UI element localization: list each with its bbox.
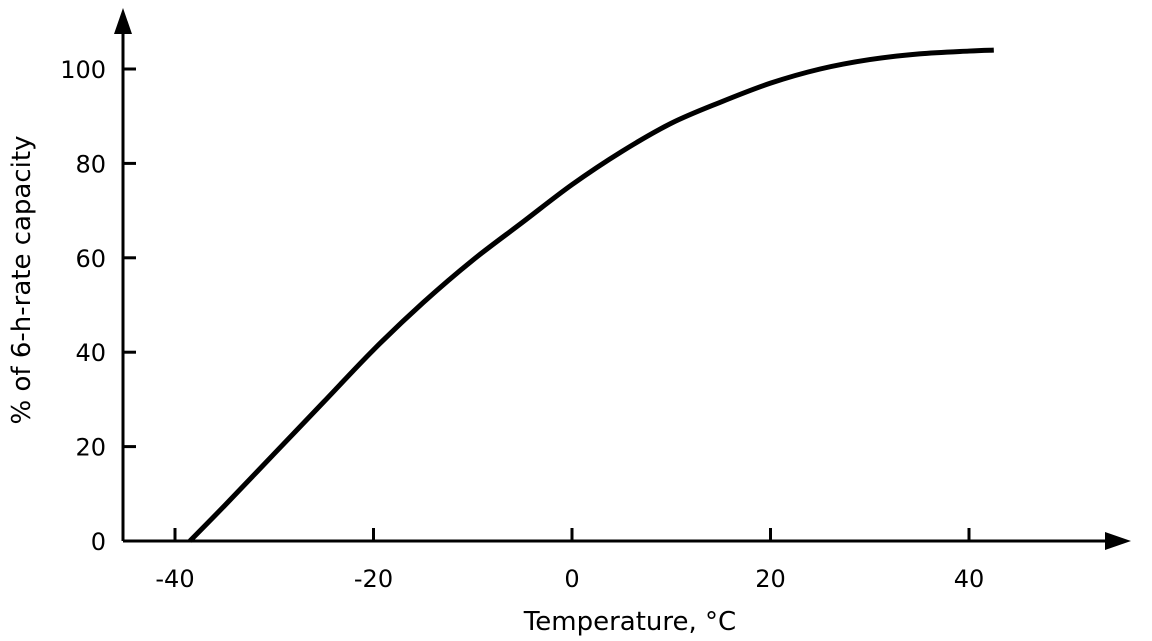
y-tick-label: 100: [60, 56, 106, 84]
x-axis-ticks: -40 -20 0 20 40: [155, 528, 984, 593]
y-axis-ticks: 0 20 40 60 80 100: [60, 56, 136, 556]
y-tick-label: 60: [75, 245, 106, 273]
series-layer: [188, 47, 994, 543]
x-tick-label: 40: [954, 565, 985, 593]
capacity-curve: [188, 47, 994, 543]
x-tick-label: -20: [354, 565, 393, 593]
x-tick-label: -40: [155, 565, 194, 593]
y-tick-label: 20: [75, 434, 106, 462]
y-tick-label: 40: [75, 339, 106, 367]
x-tick-label: 0: [564, 565, 579, 593]
y-axis-title: % of 6-h-rate capacity: [7, 136, 37, 425]
axes: [114, 8, 1131, 550]
x-axis-title: Temperature, °C: [523, 607, 736, 637]
y-tick-label: 80: [75, 150, 106, 178]
x-axis-arrow: [1105, 532, 1131, 550]
y-tick-label: 0: [91, 528, 106, 556]
y-axis-arrow: [114, 8, 132, 34]
x-tick-label: 20: [755, 565, 786, 593]
